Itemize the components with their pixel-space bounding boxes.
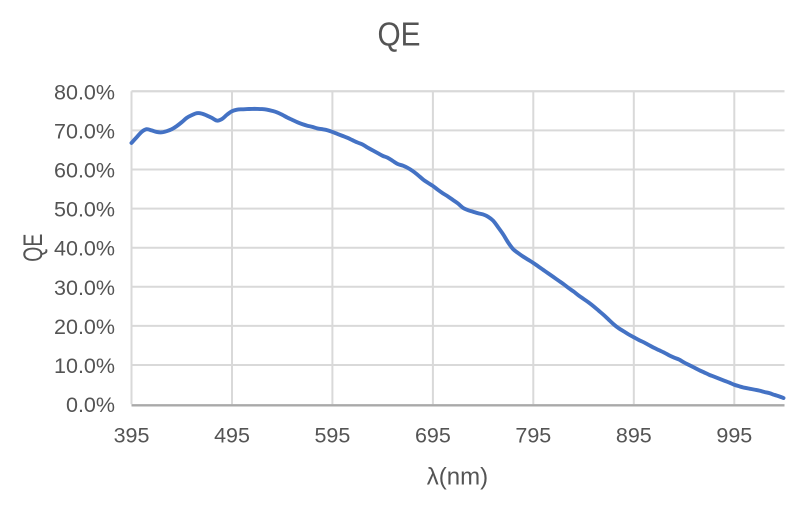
svg-text:20.0%: 20.0%	[54, 315, 115, 339]
svg-text:595: 595	[314, 424, 350, 448]
svg-text:QE: QE	[378, 16, 421, 53]
svg-text:395: 395	[114, 424, 150, 448]
svg-text:λ(nm): λ(nm)	[427, 464, 488, 491]
svg-text:0.0%: 0.0%	[66, 393, 115, 417]
svg-text:80.0%: 80.0%	[54, 80, 115, 104]
svg-text:995: 995	[716, 424, 752, 448]
svg-text:QE: QE	[18, 234, 48, 262]
svg-text:50.0%: 50.0%	[54, 198, 115, 222]
svg-text:60.0%: 60.0%	[54, 159, 115, 183]
svg-text:40.0%: 40.0%	[54, 237, 115, 261]
svg-text:30.0%: 30.0%	[54, 276, 115, 300]
svg-text:695: 695	[415, 424, 451, 448]
svg-text:70.0%: 70.0%	[54, 119, 115, 143]
svg-text:495: 495	[214, 424, 250, 448]
svg-text:895: 895	[616, 424, 652, 448]
svg-text:10.0%: 10.0%	[54, 354, 115, 378]
svg-text:795: 795	[515, 424, 551, 448]
